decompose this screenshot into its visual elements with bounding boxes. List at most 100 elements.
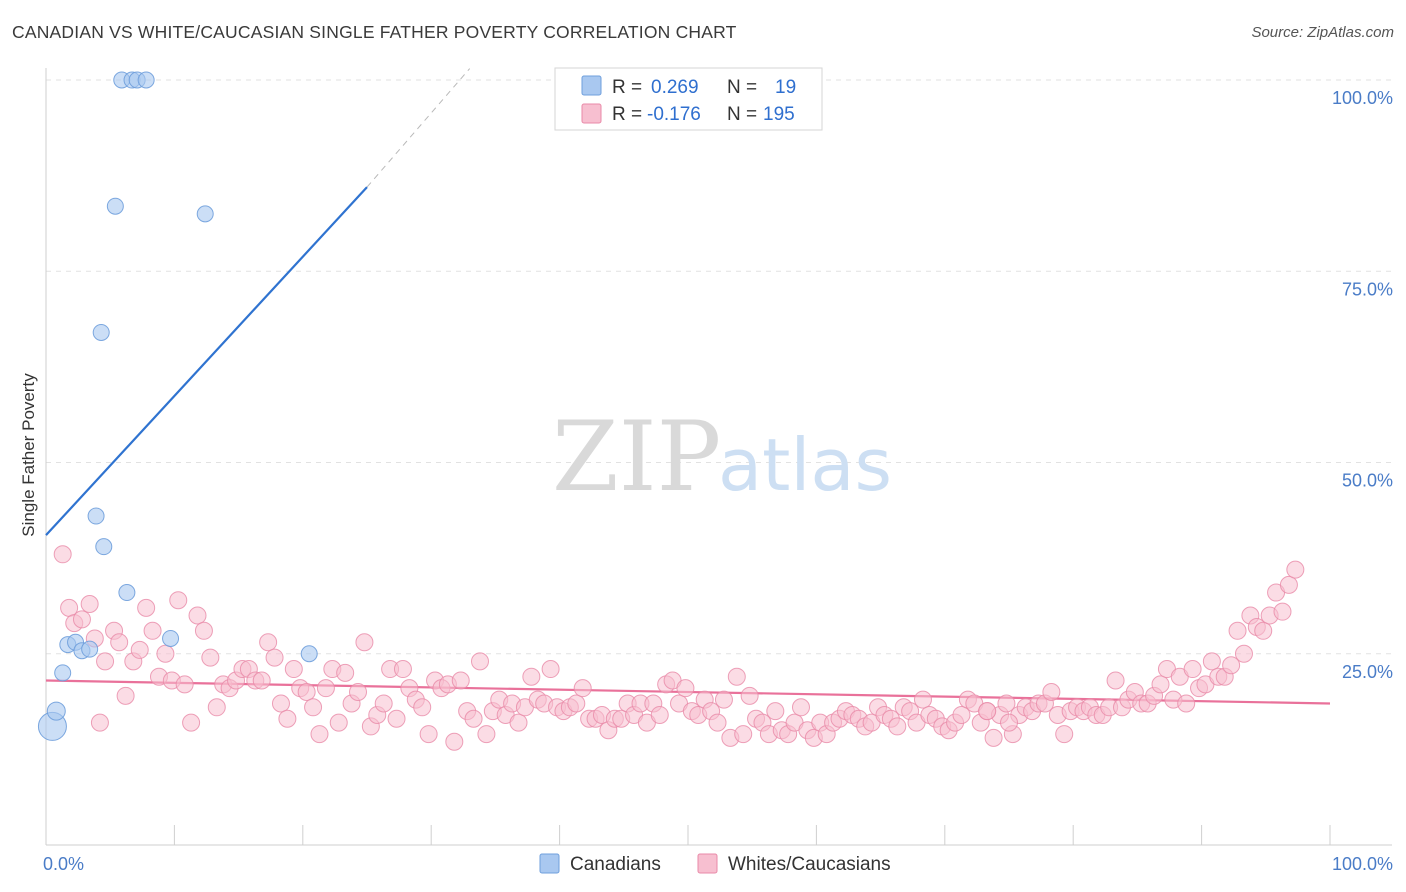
point-whites xyxy=(130,640,149,659)
point-whites xyxy=(116,686,135,705)
x-tick-labels: 0.0% 100.0% xyxy=(43,854,1393,874)
legend-r-label-1: R = xyxy=(612,77,642,98)
source-label: Source: ZipAtlas.com xyxy=(1251,24,1394,41)
point-whites xyxy=(413,698,432,717)
point-whites xyxy=(53,545,72,564)
point-whites xyxy=(194,621,213,640)
gridlines xyxy=(46,79,1392,655)
trend-line-canadians xyxy=(45,186,368,536)
point-whites xyxy=(888,717,907,736)
point-whites xyxy=(393,660,412,679)
point-whites xyxy=(522,667,541,686)
point-whites xyxy=(310,725,329,744)
point-whites xyxy=(734,725,753,744)
point-whites xyxy=(329,713,348,732)
point-whites xyxy=(978,702,997,721)
point-whites xyxy=(766,702,785,721)
point-whites xyxy=(952,705,971,724)
watermark: ZIP atlas xyxy=(552,401,892,513)
point-whites xyxy=(1234,644,1253,663)
point-whites xyxy=(265,648,284,667)
point-whites xyxy=(708,713,727,732)
y-tick-labels: 25.0% 50.0% 75.0% 100.0% xyxy=(1332,88,1393,682)
point-canadians xyxy=(162,629,180,647)
legend: R = 0.269 N = 19 R = -0.176 N = 195 xyxy=(554,67,823,131)
point-whites xyxy=(567,694,586,713)
point-whites xyxy=(336,663,355,682)
bottom-legend-swatch-canadians xyxy=(539,853,560,874)
point-whites xyxy=(182,713,201,732)
point-whites xyxy=(374,694,393,713)
point-whites xyxy=(110,633,129,652)
point-whites xyxy=(90,713,109,732)
point-whites xyxy=(1151,675,1170,694)
legend-n-value-2: 195 xyxy=(763,104,795,125)
point-whites xyxy=(278,709,297,728)
point-whites xyxy=(445,732,464,751)
point-whites xyxy=(252,671,271,690)
bottom-legend-whites: Whites/Caucasians xyxy=(728,854,891,875)
y-tick-label-50: 50.0% xyxy=(1342,471,1393,491)
x-tick-label-max: 100.0% xyxy=(1332,854,1393,874)
bottom-legend-canadians: Canadians xyxy=(570,854,661,875)
point-whites xyxy=(349,683,368,701)
point-whites xyxy=(1000,713,1018,732)
point-whites xyxy=(464,709,483,728)
legend-r-label-2: R = xyxy=(612,104,642,125)
point-whites xyxy=(207,698,226,717)
point-whites xyxy=(573,679,592,698)
point-whites xyxy=(1222,656,1241,675)
point-whites xyxy=(80,595,99,614)
point-whites xyxy=(740,686,759,705)
point-whites xyxy=(1202,652,1221,671)
point-whites xyxy=(714,690,733,709)
point-whites xyxy=(169,591,188,610)
point-whites xyxy=(1042,683,1061,701)
point-whites xyxy=(72,610,91,629)
point-whites xyxy=(477,725,496,744)
y-tick-label-75: 75.0% xyxy=(1342,279,1393,299)
point-whites xyxy=(387,709,406,728)
point-whites xyxy=(304,698,323,717)
point-whites xyxy=(156,644,175,663)
point-whites xyxy=(984,728,1003,747)
point-whites xyxy=(96,652,115,671)
point-canadians xyxy=(95,538,113,556)
point-whites xyxy=(1279,575,1298,594)
point-whites xyxy=(143,621,162,640)
point-whites xyxy=(676,679,695,698)
point-canadians xyxy=(46,701,66,721)
watermark-atlas: atlas xyxy=(718,423,892,507)
trend-line-canadians-extension xyxy=(366,68,471,188)
point-whites xyxy=(1273,602,1292,621)
point-whites xyxy=(1183,660,1202,679)
legend-r-value-2: -0.176 xyxy=(647,104,701,125)
y-tick-label-100: 100.0% xyxy=(1332,88,1393,108)
point-whites xyxy=(1177,694,1196,713)
watermark-zip: ZIP xyxy=(552,401,721,513)
point-canadians xyxy=(106,197,124,215)
point-canadians xyxy=(196,205,214,223)
point-canadians xyxy=(92,323,110,341)
point-whites xyxy=(1055,725,1074,744)
point-whites xyxy=(355,633,374,652)
point-whites xyxy=(316,679,335,698)
point-whites xyxy=(1254,621,1273,640)
bottom-legend: Canadians Whites/Caucasians xyxy=(539,853,891,875)
point-canadians xyxy=(54,664,72,682)
point-canadians xyxy=(137,71,155,89)
point-whites xyxy=(137,598,156,617)
point-canadians xyxy=(300,645,318,663)
point-whites xyxy=(1106,671,1125,690)
point-canadians xyxy=(87,507,105,525)
point-whites xyxy=(284,660,303,679)
point-whites xyxy=(470,652,489,671)
point-whites xyxy=(271,694,290,713)
point-whites xyxy=(1286,560,1305,579)
y-tick-label-25: 25.0% xyxy=(1342,662,1393,682)
point-canadians xyxy=(81,640,99,658)
point-whites xyxy=(451,671,470,690)
point-whites xyxy=(913,690,932,709)
point-whites xyxy=(727,667,746,686)
